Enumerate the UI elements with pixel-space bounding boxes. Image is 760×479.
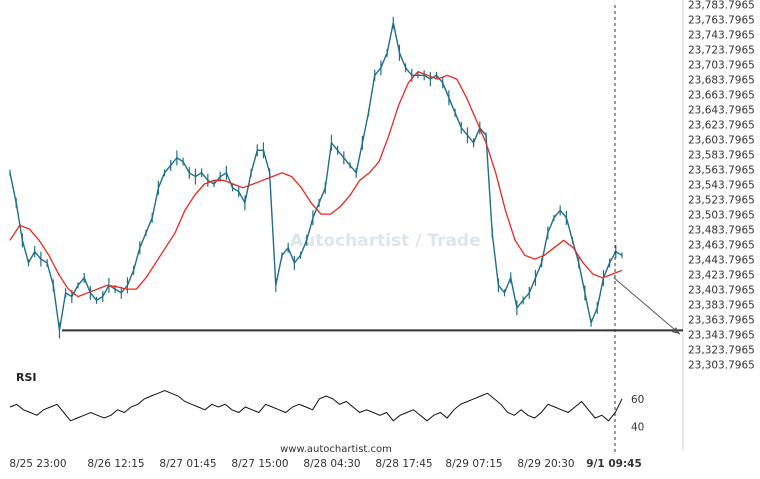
price-tick-label: 23,743.7965 <box>688 30 755 42</box>
price-tick-label: 23,303.7965 <box>688 360 755 372</box>
price-tick-label: 23,463.7965 <box>688 240 755 252</box>
price-tick-label: 23,403.7965 <box>688 285 755 297</box>
price-tick-label: 23,483.7965 <box>688 225 755 237</box>
time-tick-label: 8/26 12:15 <box>87 458 144 470</box>
price-series-line <box>9 22 623 331</box>
price-tick-label: 23,363.7965 <box>688 315 755 327</box>
time-tick-label: 8/27 01:45 <box>159 458 216 470</box>
price-tick-label: 23,343.7965 <box>688 330 755 342</box>
price-tick-label: 23,623.7965 <box>688 120 755 132</box>
rsi-tick-label: 40 <box>631 421 644 433</box>
price-tick-label: 23,503.7965 <box>688 210 755 222</box>
projection-arrowhead <box>672 327 680 335</box>
time-tick-label: 9/1 09:45 <box>586 458 642 470</box>
price-tick-label: 23,683.7965 <box>688 75 755 87</box>
price-tick-label: 23,323.7965 <box>688 345 755 357</box>
price-tick-label: 23,603.7965 <box>688 135 755 147</box>
price-tick-label: 23,703.7965 <box>688 60 755 72</box>
price-tick-label: 23,583.7965 <box>688 150 755 162</box>
rsi-tick-label: 60 <box>631 394 644 406</box>
time-tick-label: 8/25 23:00 <box>9 458 66 470</box>
price-tick-label: 23,423.7965 <box>688 270 755 282</box>
price-tick-label: 23,383.7965 <box>688 300 755 312</box>
time-tick-label: 8/28 04:30 <box>303 458 360 470</box>
time-tick-label: 8/27 15:00 <box>231 458 288 470</box>
price-tick-label: 23,723.7965 <box>688 45 755 57</box>
price-tick-label: 23,443.7965 <box>688 255 755 267</box>
time-tick-label: 8/28 17:45 <box>375 458 432 470</box>
price-tick-label: 23,523.7965 <box>688 195 755 207</box>
moving-average-line <box>9 70 623 298</box>
projection-line <box>613 277 681 335</box>
time-tick-label: 8/29 07:15 <box>445 458 502 470</box>
price-tick-label: 23,543.7965 <box>688 180 755 192</box>
watermark-text: Autochartist / Trade <box>290 231 481 251</box>
price-tick-label: 23,783.7965 <box>688 0 755 12</box>
rsi-line <box>9 389 623 422</box>
price-tick-label: 23,663.7965 <box>688 90 755 102</box>
rsi-panel-label: RSI <box>16 371 37 384</box>
price-tick-label: 23,763.7965 <box>688 15 755 27</box>
price-tick-label: 23,643.7965 <box>688 105 755 117</box>
time-tick-label: 8/29 20:30 <box>517 458 574 470</box>
footer-url: www.autochartist.com <box>280 444 392 455</box>
price-tick-label: 23,563.7965 <box>688 165 755 177</box>
